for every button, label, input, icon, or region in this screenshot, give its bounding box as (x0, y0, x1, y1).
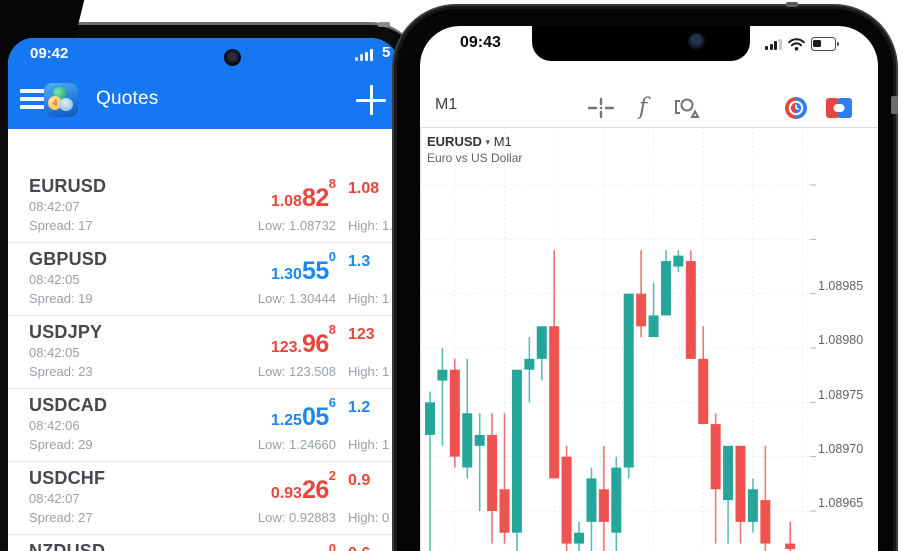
iphone-status-time: 09:43 (460, 34, 501, 51)
cellular-signal-icon (765, 38, 782, 50)
quote-row[interactable]: USDCHF 08:42:07 Spread: 27 0.93262 Low: … (8, 462, 400, 535)
iphone-status-icons (765, 37, 839, 51)
indicators-icon[interactable]: f (638, 94, 648, 120)
add-symbol-button[interactable] (356, 85, 386, 115)
quote-spread: Spread: 27 (29, 510, 93, 525)
android-antenna-band (378, 22, 390, 27)
quote-high: High: 0 (348, 510, 390, 525)
price-axis-label: 1.08975 (818, 387, 864, 402)
new-order-icon[interactable] (826, 98, 852, 118)
timeframe-button[interactable]: M1 (435, 96, 458, 113)
iphone-notch (532, 26, 750, 61)
chart-toolbar: M1 f (420, 88, 878, 128)
quotes-list: EURUSD 08:42:07 Spread: 17 1.08828 Low: … (8, 129, 400, 551)
bid-price: 123.968 (270, 322, 336, 358)
quote-row[interactable]: USDJPY 08:42:05 Spread: 23 123.968 Low: … (8, 316, 400, 389)
quote-high: High: 1 (348, 364, 390, 379)
chevron-down-icon: ▾ (485, 137, 491, 147)
quote-time: 08:42:05 (29, 272, 80, 287)
quote-time: 08:42:05 (29, 345, 80, 360)
quote-low: Low: 1.08732 (257, 218, 336, 233)
quote-low: Low: 123.508 (257, 364, 336, 379)
price-axis-label: 1.08985 (818, 279, 864, 293)
battery-icon (810, 37, 839, 51)
android-camera-punch-hole (224, 49, 241, 66)
candlestick-chart (420, 128, 816, 551)
quote-row[interactable]: NZDUSD 08:42:04 Spread: 37 0.69400 Low: … (8, 535, 400, 551)
android-status-time: 09:42 (30, 45, 69, 62)
quote-spread: Spread: 17 (29, 218, 93, 233)
android-network-type: 5 (382, 44, 391, 61)
bid-price: 0.69400 (302, 541, 336, 551)
symbol-name: EURUSD (29, 176, 107, 196)
iphone-antenna-band (786, 2, 798, 7)
front-camera-icon (688, 33, 706, 51)
chart-area[interactable]: EURUSD ▾ M1 Euro vs US Dollar 1.08985 1.0… (420, 128, 878, 551)
price-axis-label: 1.08965 (818, 496, 864, 511)
iphone-screen: 09:43 M1 f (420, 26, 878, 551)
symbol-name: USDCHF (29, 468, 106, 488)
symbol-name: NZDUSD (29, 541, 106, 551)
bid-price: 1.30550 (270, 249, 336, 285)
quote-spread: Spread: 23 (29, 364, 93, 379)
bid-price: 1.08828 (270, 176, 336, 212)
ask-price: 123 (348, 326, 375, 343)
quote-low: Low: 1.30444 (257, 291, 336, 306)
symbol-name: GBPUSD (29, 249, 108, 269)
trading-sessions-icon[interactable] (784, 96, 808, 120)
chart-symbol-title[interactable]: EURUSD ▾ M1 (427, 134, 512, 149)
ask-price: 1.08 (348, 180, 380, 197)
quote-spread: Spread: 19 (29, 291, 93, 306)
ask-price: 1.2 (348, 399, 371, 416)
page-title: Quotes (96, 88, 159, 109)
chart-subtitle: Euro vs US Dollar (427, 151, 523, 165)
bid-price: 0.93262 (270, 468, 336, 504)
quote-low: Low: 1.24660 (257, 437, 336, 452)
ask-price: 1.3 (348, 253, 371, 270)
price-axis-label: 1.08970 (818, 442, 864, 456)
quote-row[interactable]: EURUSD 08:42:07 Spread: 17 1.08828 Low: … (8, 170, 400, 243)
menu-icon[interactable] (20, 89, 46, 109)
symbol-name: USDJPY (29, 322, 103, 342)
quote-spread: Spread: 29 (29, 437, 93, 452)
quote-time: 08:42:06 (29, 418, 80, 433)
quote-time: 08:42:07 (29, 199, 80, 214)
quote-row[interactable]: USDCAD 08:42:06 Spread: 29 1.25056 Low: … (8, 389, 400, 462)
symbol-name: USDCAD (29, 395, 108, 415)
iphone-side-button (891, 96, 898, 114)
bid-price: 1.25056 (270, 395, 336, 431)
crosshair-icon[interactable] (586, 93, 616, 123)
quote-high: High: 1 (348, 437, 390, 452)
quote-low: Low: 0.92883 (257, 510, 336, 525)
quote-row[interactable]: GBPUSD 08:42:05 Spread: 19 1.30550 Low: … (8, 243, 400, 316)
metatrader-app-icon: 4 (44, 83, 78, 117)
price-axis-label: 1.08980 (818, 333, 864, 348)
quote-high: High: 1. (348, 218, 393, 233)
wifi-icon (787, 37, 805, 51)
objects-icon[interactable] (672, 93, 702, 123)
toolbar-divider (420, 127, 878, 128)
quote-time: 08:42:07 (29, 491, 80, 506)
quote-high: High: 1 (348, 291, 390, 306)
android-screen: 09:42 5 4 Quotes EURUSD 08:42:07 Spread:… (8, 38, 400, 551)
ask-price: 0.9 (348, 472, 371, 489)
android-signal-icon (355, 49, 373, 61)
ask-price: 0.6 (348, 545, 370, 551)
